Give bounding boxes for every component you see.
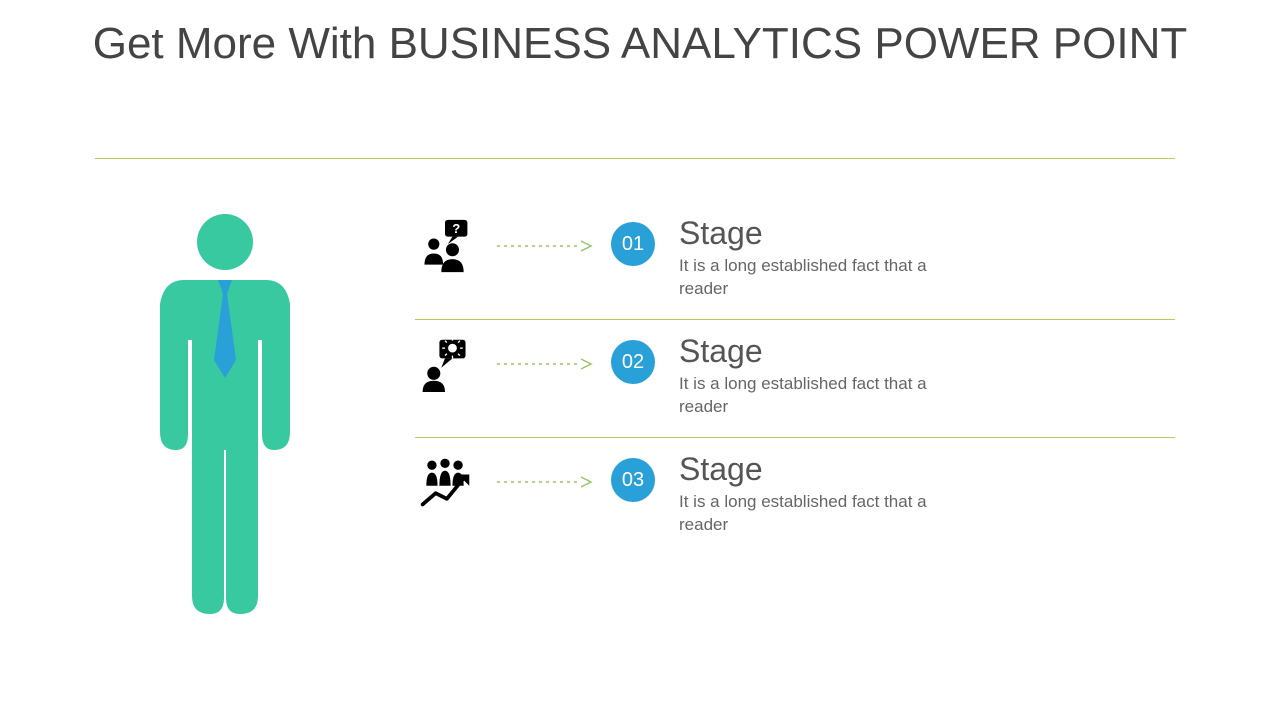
stage-number: 02	[622, 351, 644, 374]
person-idea-icon	[415, 334, 475, 394]
stage-description: It is a long established fact that a rea…	[679, 373, 939, 419]
stage-heading: Stage	[679, 216, 1175, 251]
stage-text-block: Stage It is a long established fact that…	[673, 334, 1175, 419]
stage-row: ? 01 Stage It is a long established fact…	[415, 202, 1175, 320]
stage-number-badge: 03	[611, 458, 655, 502]
main-content: ? 01 Stage It is a long established fact…	[0, 190, 1280, 720]
person-head	[197, 214, 253, 270]
stage-description: It is a long established fact that a rea…	[679, 255, 939, 301]
dotted-arrow-icon	[493, 452, 593, 512]
stage-row: 02 Stage It is a long established fact t…	[415, 320, 1175, 438]
stage-number-badge: 01	[611, 222, 655, 266]
stage-row: 03 Stage It is a long established fact t…	[415, 438, 1175, 555]
stage-number-badge: 02	[611, 340, 655, 384]
stage-description: It is a long established fact that a rea…	[679, 491, 939, 537]
stage-number: 03	[622, 469, 644, 492]
slide-title: Get More With BUSINESS ANALYTICS POWER P…	[0, 0, 1280, 71]
dotted-arrow-icon	[493, 216, 593, 276]
people-growth-icon	[415, 452, 475, 512]
businessperson-figure	[130, 210, 320, 620]
stage-heading: Stage	[679, 452, 1175, 487]
stages-list: ? 01 Stage It is a long established fact…	[415, 202, 1175, 555]
stage-text-block: Stage It is a long established fact that…	[673, 452, 1175, 537]
stage-number: 01	[622, 233, 644, 256]
svg-text:?: ?	[452, 221, 460, 236]
people-question-icon: ?	[415, 216, 475, 276]
stage-heading: Stage	[679, 334, 1175, 369]
stage-text-block: Stage It is a long established fact that…	[673, 216, 1175, 301]
title-divider	[95, 158, 1175, 159]
dotted-arrow-icon	[493, 334, 593, 394]
